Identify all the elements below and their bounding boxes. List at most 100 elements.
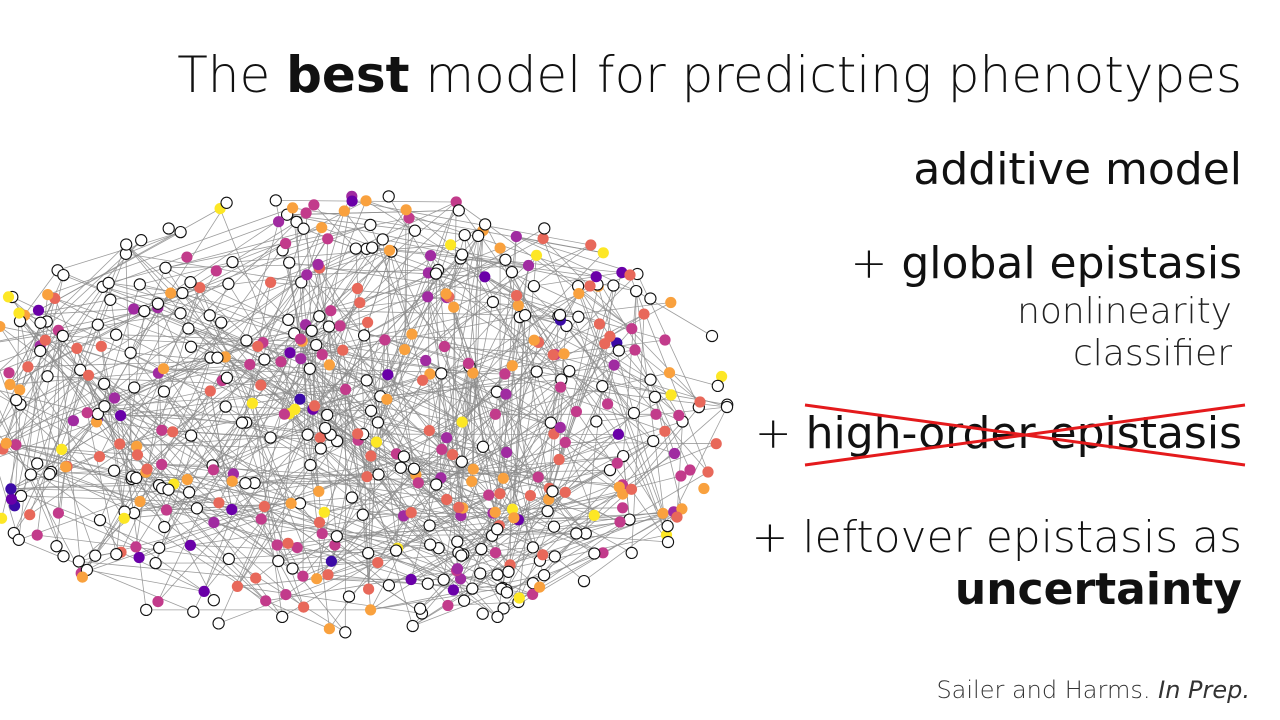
network-node [12, 533, 25, 546]
network-node [219, 400, 232, 413]
network-node [276, 610, 289, 624]
network-node [162, 222, 175, 235]
network-edge [10, 357, 218, 490]
network-edge [47, 294, 253, 404]
network-edge [319, 267, 417, 475]
network-node [140, 603, 153, 617]
network-edge [131, 478, 266, 602]
network-node [337, 344, 349, 356]
network-edge [368, 410, 372, 590]
network-node [56, 329, 69, 343]
network-node [675, 470, 687, 482]
network-node [455, 455, 468, 468]
citation: Sailer and Harms. In Prep. [936, 676, 1250, 704]
network-node [638, 308, 650, 320]
network-node [389, 544, 403, 557]
network-node [135, 234, 148, 247]
network-node [382, 190, 395, 203]
network-node [72, 555, 85, 568]
network-node [383, 244, 396, 256]
network-edge [54, 298, 141, 502]
network-node [711, 379, 724, 393]
network-edge [453, 307, 534, 548]
genotype-phenotype-network [0, 190, 734, 639]
network-node [430, 478, 443, 491]
network-node [114, 438, 126, 450]
network-node [56, 443, 68, 455]
network-edge [203, 352, 291, 592]
network-edge [163, 368, 388, 376]
network-edge [30, 330, 59, 475]
network-node [109, 328, 123, 341]
network-edge [425, 360, 618, 464]
network-edge [300, 338, 412, 513]
network-node [330, 530, 343, 543]
network-node [300, 207, 312, 219]
network-node [457, 594, 471, 607]
network-node [453, 501, 465, 513]
network-edge [322, 528, 498, 534]
network-edge [225, 406, 430, 526]
network-edge [330, 251, 392, 435]
network-node [167, 426, 179, 438]
network-node [522, 259, 535, 272]
network-edge [499, 493, 595, 554]
network-node [314, 442, 327, 455]
network-node [570, 406, 583, 418]
network-edge [461, 363, 469, 462]
network-node [500, 586, 514, 599]
network-edge [47, 335, 64, 377]
network-node [159, 261, 172, 274]
network-node [602, 398, 614, 410]
network-node [547, 349, 559, 361]
network-edge [155, 562, 378, 564]
network-node [499, 368, 511, 380]
network-edge [357, 235, 479, 441]
network-edge [270, 282, 519, 306]
network-edge [0, 383, 105, 449]
network-edge [188, 328, 359, 441]
network-node [625, 546, 638, 560]
network-node [421, 577, 434, 590]
network-edge [157, 307, 163, 489]
network-node [284, 347, 296, 359]
network-node [244, 358, 256, 371]
network-node [424, 538, 437, 551]
network-edge [367, 322, 398, 549]
network-node [435, 367, 448, 380]
network-edge [265, 600, 330, 630]
network-edge [370, 455, 620, 488]
network-node [338, 205, 350, 217]
network-edge [0, 449, 169, 491]
network-node [273, 216, 285, 228]
network-node [494, 242, 506, 254]
network-node [588, 547, 601, 560]
network-edge [86, 412, 117, 555]
network-edge [130, 352, 226, 407]
network-node [252, 340, 264, 352]
network-edge [158, 484, 266, 602]
network-edge [157, 303, 381, 397]
network-edge [0, 312, 181, 343]
network-edge [224, 356, 379, 475]
network-node [93, 513, 107, 527]
network-edge [336, 535, 444, 581]
network-node [467, 367, 479, 379]
network-node [190, 502, 204, 515]
network-edge [548, 316, 559, 489]
network-node [612, 344, 625, 357]
network-node [705, 329, 719, 343]
network-node [339, 626, 352, 639]
network-node [530, 365, 543, 378]
network-edge [565, 442, 620, 488]
network-edge [370, 410, 539, 478]
network-node [497, 602, 510, 615]
network-node [280, 589, 292, 601]
network-node [342, 590, 356, 603]
network-node [57, 550, 70, 563]
network-node [133, 278, 146, 291]
network-edge [427, 296, 500, 526]
network-edge [278, 547, 398, 562]
network-node [505, 265, 519, 279]
network-edge [139, 501, 283, 618]
